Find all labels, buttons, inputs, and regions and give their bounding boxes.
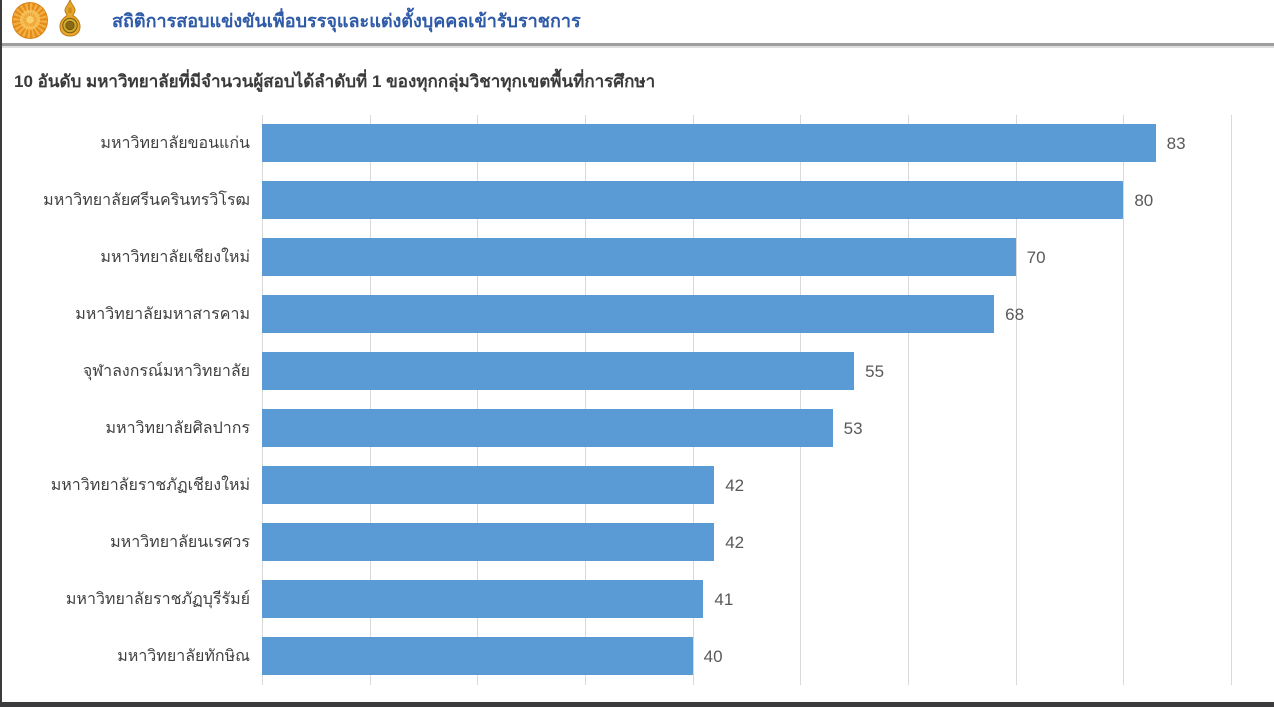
- category-label: มหาวิทยาลัยนเรศวร: [110, 534, 250, 551]
- category-label: มหาวิทยาลัยเชียงใหม่: [100, 249, 250, 266]
- chart-rows: มหาวิทยาลัยขอนแก่น 83 มหาวิทยาลัยศรีนครินท…: [12, 115, 1231, 685]
- chart-row: มหาวิทยาลัยราชภัฏเชียงใหม่ 42: [12, 457, 1231, 514]
- bar: [262, 523, 715, 561]
- bar-track: 55: [262, 343, 1231, 400]
- bar-chart: มหาวิทยาลัยขอนแก่น 83 มหาวิทยาลัยศรีนครินท…: [12, 115, 1232, 685]
- chart-row: มหาวิทยาลัยศิลปากร 53: [12, 400, 1231, 457]
- bar-track: 40: [262, 628, 1231, 685]
- gridline: [800, 115, 802, 685]
- category-label: จุฬาลงกรณ์มหาวิทยาลัย: [82, 363, 250, 380]
- category-label: มหาวิทยาลัยศิลปากร: [105, 420, 250, 437]
- chart-gridlines: [262, 115, 1232, 685]
- page-title: สถิติการสอบแข่งขันเพื่อบรรจุและแต่งตั้งบ…: [112, 11, 581, 31]
- category-label: มหาวิทยาลัยราชภัฏเชียงใหม่: [50, 477, 250, 494]
- bar: [262, 409, 833, 447]
- value-label: 83: [1166, 134, 1186, 153]
- bar-track: 53: [262, 400, 1231, 457]
- category-label: มหาวิทยาลัยขอนแก่น: [100, 135, 250, 152]
- value-label: 41: [714, 590, 734, 609]
- value-label: 80: [1134, 191, 1154, 210]
- value-label: 40: [703, 647, 723, 666]
- bar: [262, 238, 1016, 276]
- bar: [262, 295, 995, 333]
- gridline: [1015, 115, 1017, 685]
- gridline: [369, 115, 371, 685]
- category-label: มหาวิทยาลัยราชภัฏบุรีรัมย์: [65, 591, 250, 608]
- gridline: [584, 115, 586, 685]
- chart-row: จุฬาลงกรณ์มหาวิทยาลัย 55: [12, 343, 1231, 400]
- chart-title: 10 อันดับ มหาวิทยาลัยที่มีจำนวนผู้สอบได้…: [14, 72, 656, 91]
- value-label: 42: [725, 476, 745, 495]
- bar: [262, 637, 693, 675]
- gridline: [692, 115, 694, 685]
- chart-row: มหาวิทยาลัยนเรศวร 42: [12, 514, 1231, 571]
- category-label: มหาวิทยาลัยทักษิณ: [117, 648, 250, 665]
- gridline: [907, 115, 909, 685]
- royal-seal-emblem-icon: [12, 2, 48, 39]
- bar-track: 41: [262, 571, 1231, 628]
- obec-emblem-icon: [56, 0, 84, 42]
- bar: [262, 181, 1124, 219]
- chart-row: มหาวิทยาลัยเชียงใหม่ 70: [12, 229, 1231, 286]
- bar-track: 68: [262, 286, 1231, 343]
- bar-track: 70: [262, 229, 1231, 286]
- chart-row: มหาวิทยาลัยมหาสารคาม 68: [12, 286, 1231, 343]
- value-label: 55: [865, 362, 885, 381]
- category-label: มหาวิทยาลัยมหาสารคาม: [75, 306, 250, 323]
- value-label: 70: [1026, 248, 1046, 267]
- gridline: [1231, 115, 1232, 685]
- bar: [262, 466, 715, 504]
- page-header: สถิติการสอบแข่งขันเพื่อบรรจุและแต่งตั้งบ…: [2, 0, 1274, 46]
- gridline: [477, 115, 479, 685]
- value-label: 53: [843, 419, 863, 438]
- bar-track: 42: [262, 514, 1231, 571]
- bar: [262, 580, 704, 618]
- chart-row: มหาวิทยาลัยศรีนครินทรวิโรฒ 80: [12, 172, 1231, 229]
- gridline: [1123, 115, 1125, 685]
- gridline: [262, 115, 263, 685]
- bar: [262, 352, 855, 390]
- bar-track: 42: [262, 457, 1231, 514]
- bar-track: 83: [262, 115, 1231, 172]
- value-label: 68: [1005, 305, 1025, 324]
- value-label: 42: [725, 533, 745, 552]
- chart-row: มหาวิทยาลัยขอนแก่น 83: [12, 115, 1231, 172]
- bar-track: 80: [262, 172, 1231, 229]
- chart-row: มหาวิทยาลัยทักษิณ 40: [12, 628, 1231, 685]
- chart-row: มหาวิทยาลัยราชภัฏบุรีรัมย์ 41: [12, 571, 1231, 628]
- bar: [262, 124, 1156, 162]
- category-label: มหาวิทยาลัยศรีนครินทรวิโรฒ: [43, 192, 250, 209]
